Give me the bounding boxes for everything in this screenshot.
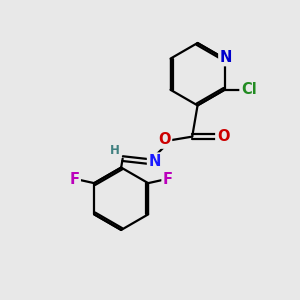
Text: F: F <box>69 172 79 187</box>
Text: Cl: Cl <box>241 82 257 97</box>
Text: H: H <box>110 144 119 157</box>
Text: F: F <box>163 172 173 187</box>
Text: O: O <box>158 132 170 147</box>
Text: N: N <box>148 154 161 169</box>
Text: O: O <box>217 129 230 144</box>
Text: N: N <box>220 50 232 64</box>
